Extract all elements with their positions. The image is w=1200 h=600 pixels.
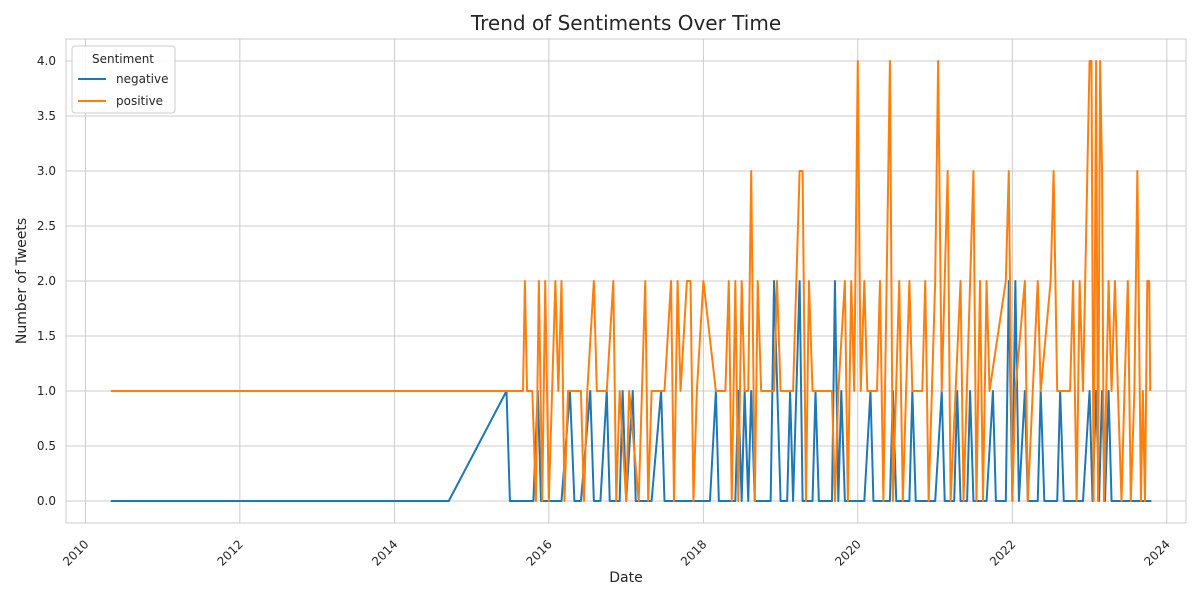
y-tick-label: 2.0 [37,274,56,288]
y-tick-label: 4.0 [37,54,56,68]
plot-frame [65,38,1187,524]
y-tick-label: 1.0 [37,384,56,398]
y-tick-label: 3.0 [37,164,56,178]
y-tick-label: 0.0 [37,494,56,508]
series-line-negative [110,280,1152,502]
chart-title: Trend of Sentiments Over Time [470,11,781,35]
legend-title: Sentiment [92,52,154,66]
y-axis-title: Number of Tweets [14,218,30,344]
legend-label-negative: negative [116,72,168,86]
legend: Sentiment negative positive [71,45,176,114]
legend-label-positive: positive [116,94,163,108]
y-tick-label: 0.5 [37,439,56,453]
series-line-positive [110,60,1152,502]
series-lines [110,60,1152,502]
y-tick-label: 2.5 [37,219,56,233]
y-tick-label: 1.5 [37,329,56,343]
y-tick-label: 3.5 [37,109,56,123]
x-axis-title: Date [609,570,642,586]
legend-box [71,45,176,114]
